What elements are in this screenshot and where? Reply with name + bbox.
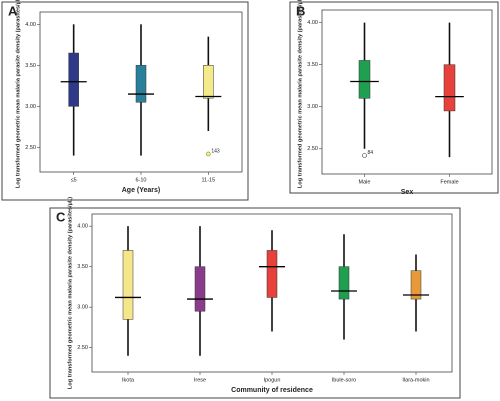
y-tick-label: 4.00 (77, 224, 88, 230)
y-tick-label: 3.00 (307, 104, 318, 110)
y-tick-label: 2.50 (77, 345, 88, 351)
y-tick-label: 3.00 (25, 104, 36, 110)
y-tick-label: 3.50 (25, 63, 36, 69)
box (443, 64, 456, 112)
y-tick-label: 2.50 (307, 146, 318, 152)
y-tick-label: 3.50 (77, 264, 88, 270)
outlier-label: 143 (211, 148, 220, 154)
panel-label: A (8, 3, 18, 18)
box (194, 266, 206, 312)
x-tick-label: Irese (194, 377, 206, 383)
x-tick-label: Female (440, 179, 458, 185)
x-axis-title: Sex (401, 189, 414, 196)
x-tick-label: Ikota (122, 377, 135, 383)
panel-frame (1, 1, 249, 201)
y-tick-label: 3.00 (77, 305, 88, 311)
x-tick-label: Ibule-soro (332, 377, 356, 383)
x-tick-label: 11-15 (201, 177, 215, 183)
x-axis-title: Community of residence (231, 387, 313, 394)
y-axis-title: Log transformed geometric mean malaria p… (297, 0, 303, 188)
box (266, 250, 278, 298)
x-tick-label: ≤5 (71, 177, 77, 183)
box (410, 270, 422, 300)
box (338, 266, 350, 300)
x-axis-title: Age (Years) (122, 187, 161, 194)
plot-area (321, 9, 493, 175)
panel-frame (49, 207, 461, 399)
box (135, 65, 147, 103)
x-tick-label: Male (359, 179, 371, 185)
panel-frame (289, 1, 499, 194)
box (203, 65, 214, 99)
outlier-label: 84 (368, 150, 374, 156)
x-tick-label: Ilara-mokin (402, 377, 429, 383)
y-tick-label: 4.00 (307, 20, 318, 26)
y-tick-label: 3.50 (307, 62, 318, 68)
x-tick-label: Ipogun (264, 377, 281, 383)
panel-label: C (56, 209, 66, 224)
outlier (206, 151, 211, 157)
box (68, 52, 79, 107)
y-tick-label: 2.50 (25, 145, 36, 151)
box (358, 60, 371, 99)
x-tick-label: 6-10 (135, 177, 146, 183)
y-axis-title: Log transformed geometric mean malaria p… (15, 0, 21, 188)
y-tick-label: 4.00 (25, 22, 36, 28)
box (122, 250, 134, 320)
outlier (362, 153, 367, 158)
panel-label: B (296, 3, 305, 18)
y-axis-title: Log transformed geometric mean malaria p… (67, 197, 73, 389)
